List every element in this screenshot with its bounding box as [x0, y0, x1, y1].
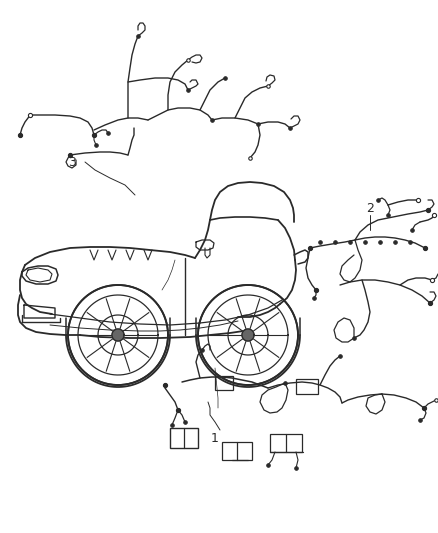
Text: 2: 2	[366, 201, 374, 214]
FancyBboxPatch shape	[296, 379, 318, 394]
FancyBboxPatch shape	[222, 442, 252, 460]
Polygon shape	[68, 285, 168, 385]
Polygon shape	[112, 329, 124, 341]
Text: 3: 3	[68, 156, 76, 168]
Polygon shape	[198, 285, 298, 385]
FancyBboxPatch shape	[270, 434, 302, 452]
FancyBboxPatch shape	[215, 376, 233, 390]
Polygon shape	[242, 329, 254, 341]
Text: 1: 1	[211, 432, 219, 445]
FancyBboxPatch shape	[170, 428, 198, 448]
